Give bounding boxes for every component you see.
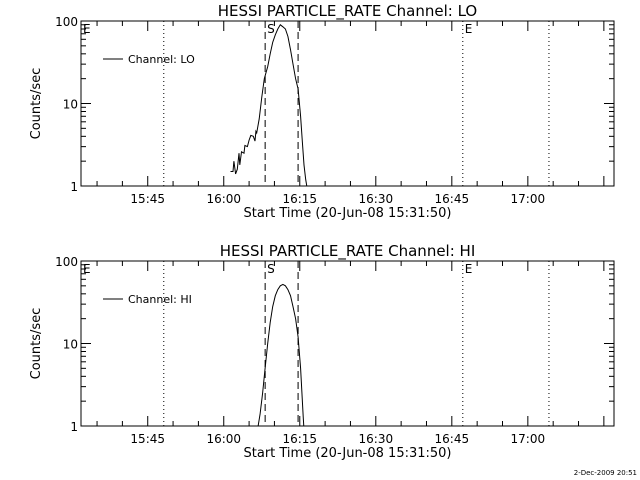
x-axis-label: Start Time (20-Jun-08 15:31:50) (244, 206, 452, 221)
x-tick-label: 16:15 (282, 432, 317, 446)
event-marker-label: S (267, 262, 275, 276)
y-axis-label: Counts/sec (29, 308, 44, 380)
y-tick-label: 100 (55, 255, 78, 269)
event-marker-label: S (267, 22, 275, 36)
panel-hi: HESSI PARTICLE_RATE Channel: HI 1 10 100 15:… (29, 242, 615, 461)
chart-title: HESSI PARTICLE_RATE Channel: LO (218, 2, 477, 21)
y-tick-label: 10 (63, 98, 78, 112)
x-tick-label: 16:45 (435, 192, 470, 206)
event-marker-label: E (83, 262, 91, 276)
y-axis-label: Counts/sec (29, 68, 44, 140)
legend-label: Channel: HI (128, 293, 192, 306)
event-marker-label: E (465, 22, 473, 36)
x-tick-label: 16:00 (206, 192, 241, 206)
x-tick-label: 16:45 (435, 432, 470, 446)
plot-frame (80, 20, 615, 187)
x-tick-label: 15:45 (130, 432, 165, 446)
data-series-line (257, 283, 305, 426)
y-tick-label: 100 (55, 15, 78, 29)
x-tick-label: 15:45 (130, 192, 165, 206)
chart-title: HESSI PARTICLE_RATE Channel: HI (220, 242, 476, 261)
y-tick-label: 10 (63, 338, 78, 352)
event-marker-label: E (83, 22, 91, 36)
panel-lo: HESSI PARTICLE_RATE Channel: LO 1 10 100 15:… (29, 2, 615, 221)
generation-timestamp: 2-Dec-2009 20:51 (574, 469, 637, 477)
plot-frame (80, 260, 615, 427)
data-series-line (230, 24, 308, 186)
x-tick-label: 16:30 (359, 192, 394, 206)
x-tick-label: 16:15 (282, 192, 317, 206)
legend-label: Channel: LO (128, 53, 195, 66)
y-tick-label: 1 (70, 180, 78, 194)
x-tick-label: 17:00 (511, 432, 546, 446)
x-tick-label: 17:00 (511, 192, 546, 206)
x-tick-label: 16:00 (206, 432, 241, 446)
event-marker-label: E (465, 262, 473, 276)
x-axis-label: Start Time (20-Jun-08 15:31:50) (244, 446, 452, 461)
y-tick-label: 1 (70, 420, 78, 434)
x-tick-label: 16:30 (359, 432, 394, 446)
